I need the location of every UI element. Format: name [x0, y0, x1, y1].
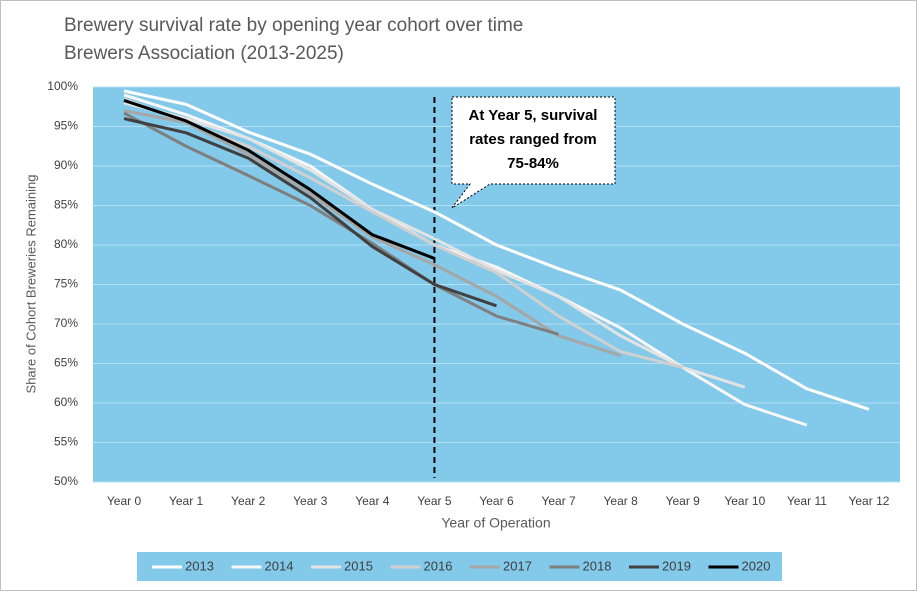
y-tick-label: 50% [54, 474, 78, 488]
annotation-text: At Year 5, survival [469, 107, 598, 124]
x-tick-label: Year 7 [541, 494, 576, 508]
series-line [123, 117, 497, 308]
x-tick-label: Year 12 [848, 494, 889, 508]
x-tick-label: Year 11 [787, 494, 827, 508]
y-tick-label: 95% [54, 119, 78, 133]
chart-title: Brewery survival rate by opening year co… [64, 15, 523, 36]
callout-box [451, 96, 616, 209]
annotation-text: 75-84% [507, 155, 559, 172]
chart-subtitle: Brewers Association (2013-2025) [64, 43, 344, 64]
y-tick-label: 100% [47, 79, 78, 93]
x-tick-label: Year 9 [666, 494, 701, 508]
y-axis-label: Share of Cohort Breweries Remaining [23, 175, 38, 394]
y-tick-label: 70% [54, 316, 78, 330]
y-tick-label: 75% [54, 277, 78, 291]
x-tick-label: Year 5 [417, 494, 452, 508]
series-line [123, 99, 435, 260]
y-tick-label: 60% [54, 395, 78, 409]
legend-label: 2019 [662, 558, 691, 573]
x-axis-label: Year of Operation [441, 515, 550, 531]
x-tick-label: Year 3 [293, 494, 328, 508]
legend-label: 2020 [742, 558, 771, 573]
series-line [123, 111, 559, 336]
legend-label: 2013 [185, 558, 214, 573]
x-tick-label: Year 8 [604, 494, 639, 508]
legend-label: 2017 [503, 558, 532, 573]
x-tick-label: Year 2 [231, 494, 266, 508]
y-tick-label: 65% [54, 356, 78, 370]
x-tick-label: Year 6 [479, 494, 514, 508]
series-line [123, 101, 746, 389]
y-tick-label: 85% [54, 198, 78, 212]
y-tick-label: 90% [54, 158, 78, 172]
legend-label: 2014 [265, 558, 294, 573]
x-tick-label: Year 4 [355, 494, 390, 508]
series-line [123, 89, 870, 411]
x-tick-label: Year 1 [169, 494, 204, 508]
x-tick-label: Year 10 [724, 494, 765, 508]
annotation-text: rates ranged from [469, 131, 597, 148]
y-tick-label: 80% [54, 237, 78, 251]
legend-label: 2018 [583, 558, 612, 573]
series-line [123, 109, 622, 358]
x-tick-label: Year 0 [107, 494, 142, 508]
y-tick-label: 55% [54, 435, 78, 449]
legend-label: 2015 [344, 558, 373, 573]
legend-label: 2016 [424, 558, 453, 573]
